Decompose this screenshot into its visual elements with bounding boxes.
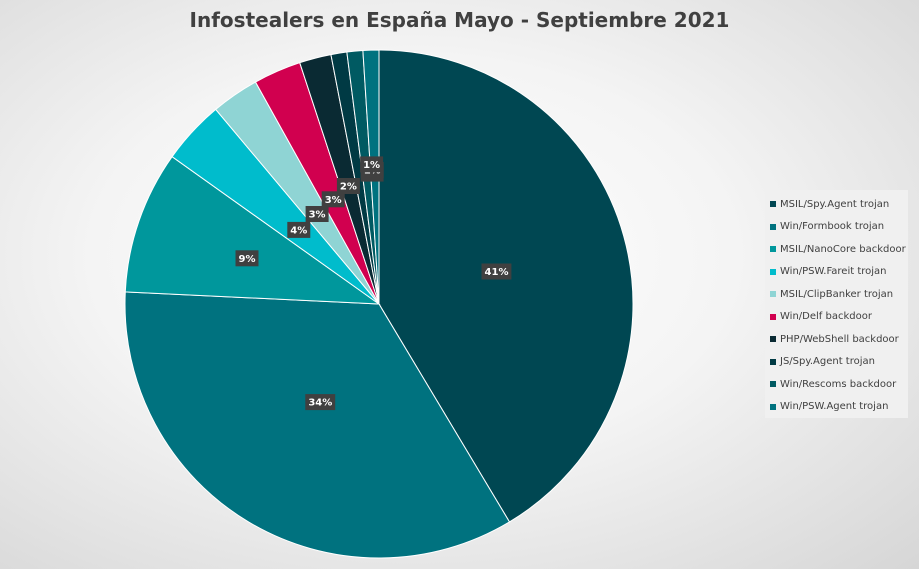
legend-item: Win/Delf backdoor — [770, 306, 908, 329]
svg-text:34%: 34% — [308, 398, 332, 409]
legend-swatch — [770, 268, 776, 275]
legend: MSIL/Spy.Agent trojan Win/Formbook trojan… — [765, 190, 908, 418]
chart-title: Infostealers en España Mayo - Septiembre… — [189, 8, 730, 32]
slice-data-label: 1% — [360, 156, 384, 173]
pie-slice — [124, 155, 381, 305]
legend-swatch — [770, 201, 776, 208]
legend-item: JS/Spy.Agent trojan — [770, 351, 908, 374]
legend-item: Win/PSW.Agent trojan — [770, 396, 908, 419]
svg-text:2%: 2% — [340, 182, 357, 193]
svg-text:9%: 9% — [239, 254, 256, 265]
slice-data-label: 9% — [235, 250, 259, 267]
legend-label: Win/PSW.Agent trojan — [780, 401, 889, 413]
legend-swatch — [770, 358, 776, 365]
svg-text:1%: 1% — [363, 160, 380, 171]
legend-item: MSIL/NanoCore backdoor — [770, 238, 908, 261]
legend-label: JS/Spy.Agent trojan — [780, 356, 875, 368]
slice-data-label: 3% — [305, 206, 329, 222]
legend-label: Win/PSW.Fareit trojan — [780, 266, 887, 278]
svg-text:4%: 4% — [290, 225, 307, 236]
legend-swatch — [770, 381, 776, 388]
legend-label: Win/Rescoms backdoor — [780, 378, 897, 390]
legend-item: Win/Rescoms backdoor — [770, 373, 908, 396]
legend-swatch — [770, 291, 776, 298]
legend-swatch — [770, 403, 776, 410]
legend-label: MSIL/Spy.Agent trojan — [780, 198, 890, 210]
slice-data-label: 3% — [321, 191, 345, 208]
legend-item: PHP/WebShell backdoor — [770, 328, 908, 351]
pie-slice — [378, 49, 634, 523]
legend-label: MSIL/NanoCore backdoor — [780, 243, 906, 255]
slice-data-label: 34% — [305, 394, 336, 411]
svg-text:3%: 3% — [325, 195, 342, 206]
legend-swatch — [770, 336, 776, 343]
legend-swatch — [770, 223, 776, 230]
slice-data-label: 4% — [287, 221, 311, 238]
legend-label: Win/Formbook trojan — [780, 221, 885, 233]
legend-swatch — [770, 313, 776, 320]
legend-item: MSIL/Spy.Agent trojan — [770, 193, 908, 216]
legend-item: Win/Formbook trojan — [770, 216, 908, 239]
legend-label: Win/Delf backdoor — [780, 311, 872, 323]
legend-swatch — [770, 246, 776, 253]
svg-text:3%: 3% — [309, 210, 326, 221]
pie-slice — [124, 291, 511, 559]
slice-data-label: 41% — [481, 263, 512, 280]
legend-item: MSIL/ClipBanker trojan — [770, 283, 908, 306]
legend-label: MSIL/ClipBanker trojan — [780, 288, 894, 300]
legend-item: Win/PSW.Fareit trojan — [770, 261, 908, 284]
svg-text:41%: 41% — [485, 267, 509, 278]
legend-label: PHP/WebShell backdoor — [780, 333, 899, 345]
slice-data-label: 2% — [336, 178, 360, 194]
